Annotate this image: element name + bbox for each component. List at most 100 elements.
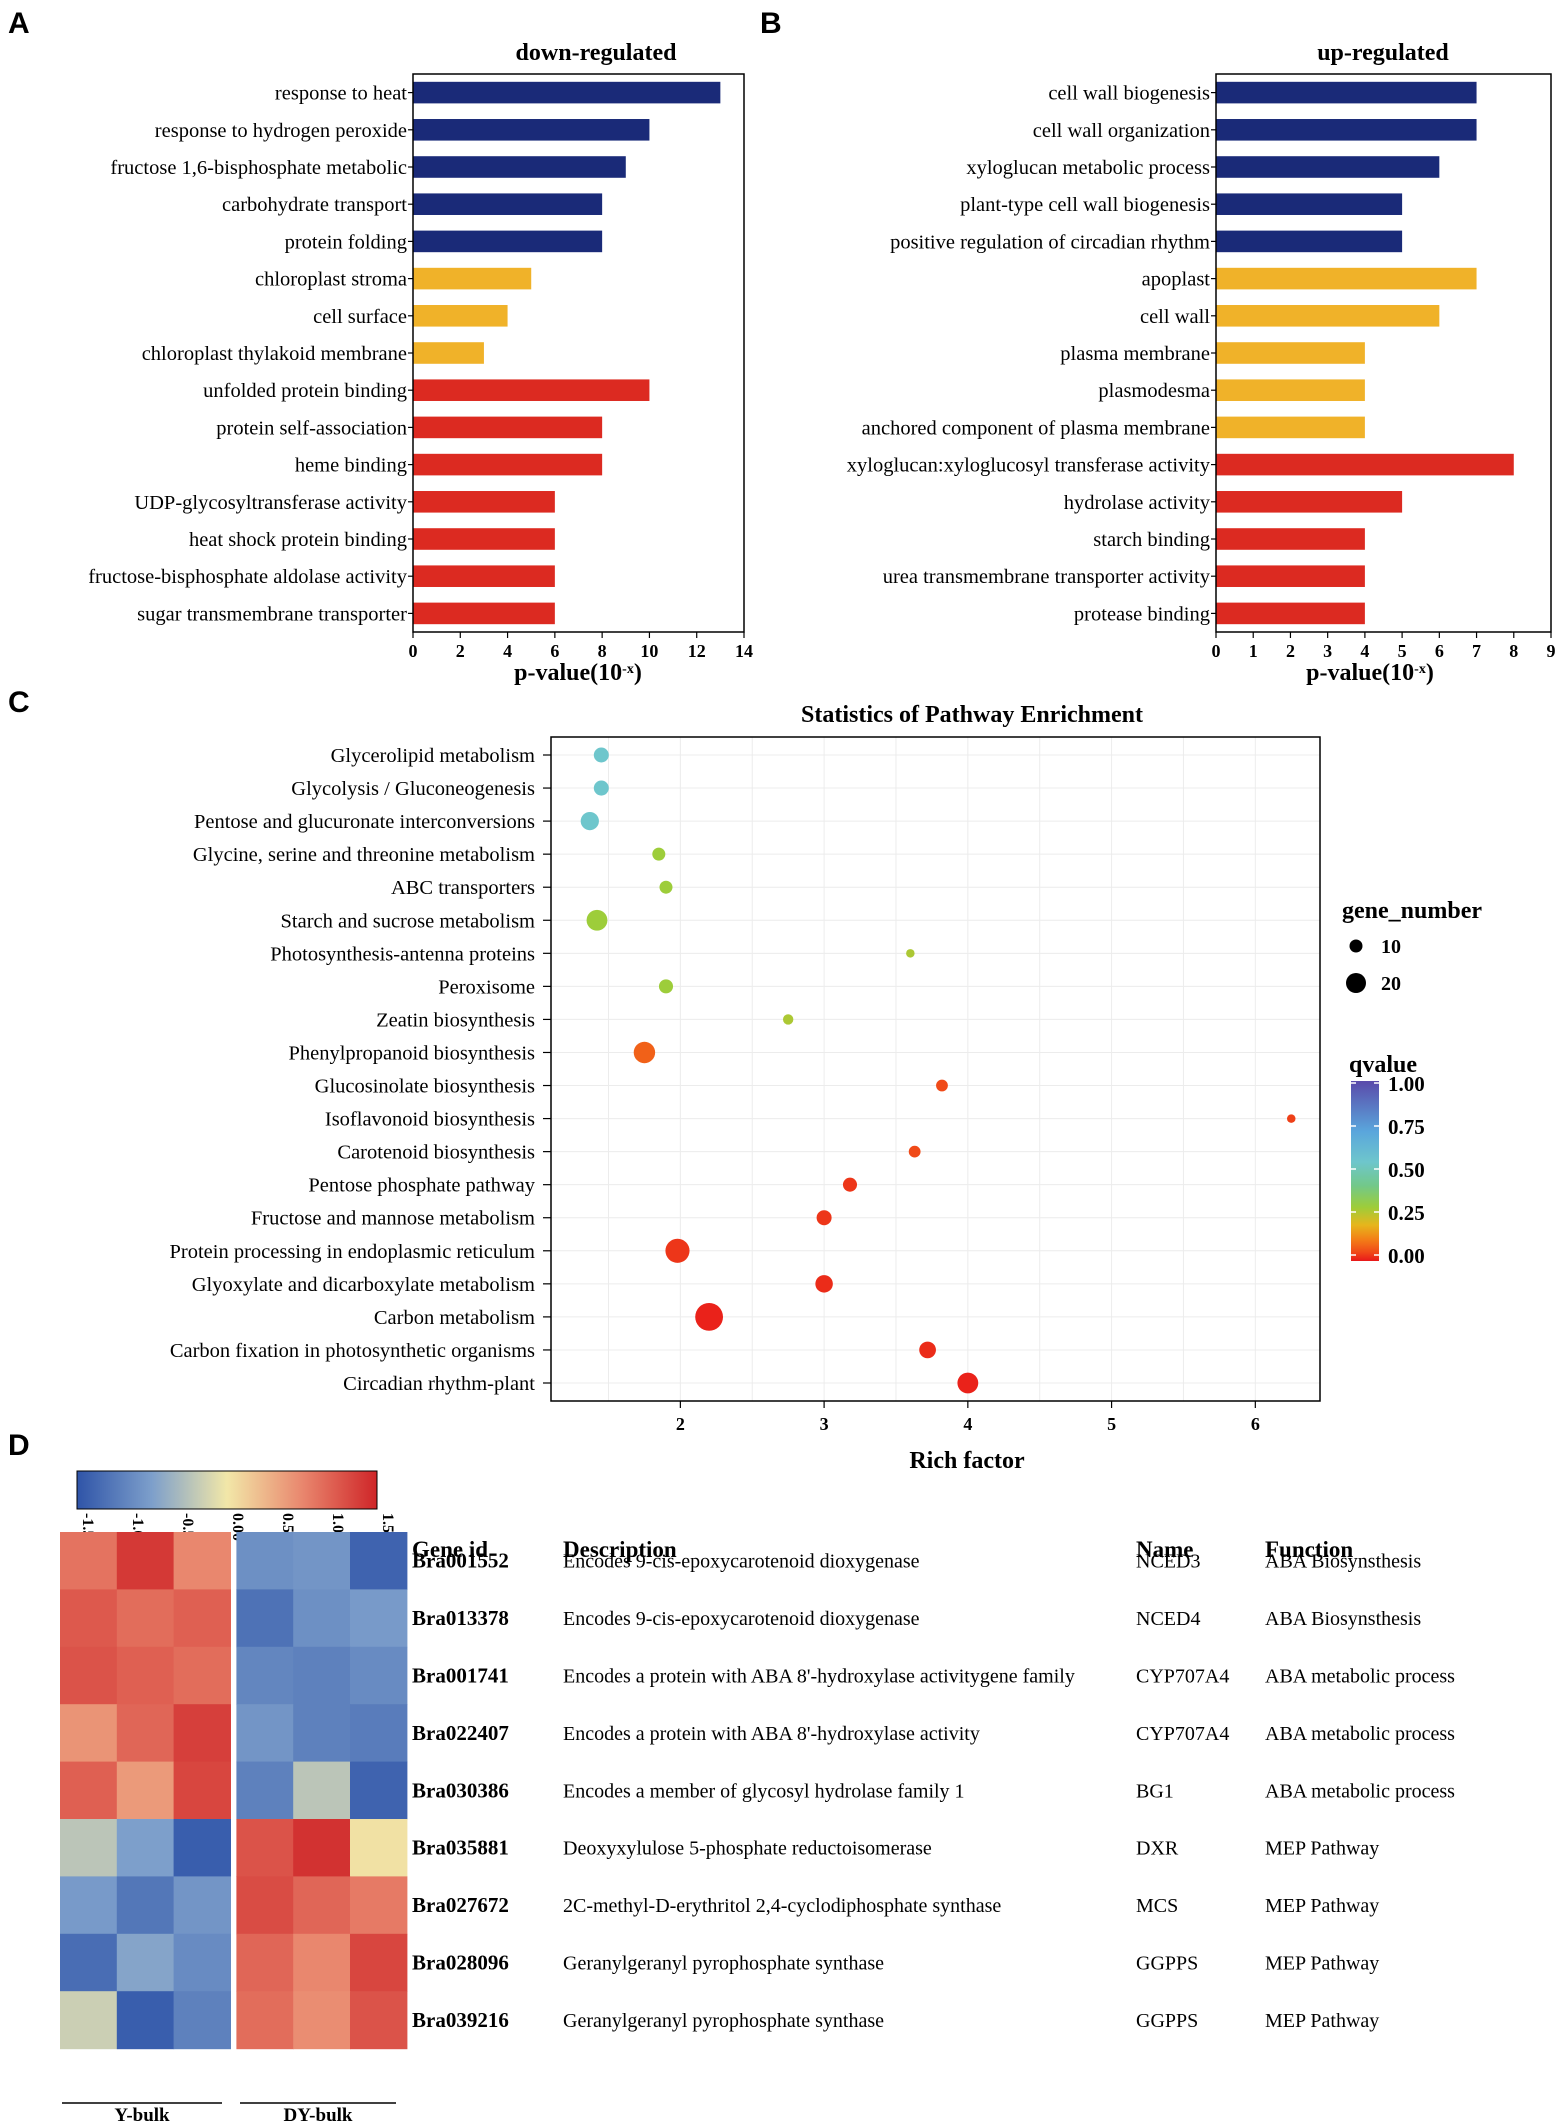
pathway-label-carotenoid-biosynthesis: Carotenoid biosynthesis xyxy=(337,1142,535,1164)
heatmap-cell xyxy=(236,1991,294,2050)
panel-a-label-protein-self-association: protein self-association xyxy=(216,417,407,439)
panel-b-xtick-label-9: 9 xyxy=(1547,641,1556,661)
panel-a-label-carbohydrate-transport: carbohydrate transport xyxy=(222,194,407,216)
qvalue-legend-title: qvalue xyxy=(1349,1052,1417,1078)
panel-b-bar-protease-binding xyxy=(1216,602,1365,625)
gene-function: MEP Pathway xyxy=(1265,1838,1379,1860)
pathway-label-carbon-metabolism: Carbon metabolism xyxy=(374,1307,535,1329)
gene-function: MEP Pathway xyxy=(1265,1953,1379,1975)
panel-a-label-fructose-1-6-bisphosphate-metabolic: fructose 1,6-bisphosphate metabolic xyxy=(110,157,407,179)
bubble-carbon-metabolism xyxy=(695,1302,724,1331)
panel-b-xlabel: p-value(10-x) xyxy=(1306,660,1434,686)
heatmap-cell xyxy=(350,1646,408,1705)
panel-a-bar-heat-shock-protein-binding xyxy=(413,528,555,550)
panel-a-label-response-to-heat: response to heat xyxy=(275,83,407,105)
panel-b-xtick-label-8: 8 xyxy=(1509,641,1518,661)
heatmap-cell xyxy=(173,1991,231,2050)
bubble-isoflavonoid-biosynthesis xyxy=(1287,1114,1296,1123)
heatmap-cell xyxy=(60,1991,118,2050)
y-bulk-label: Y-bulk xyxy=(114,2105,170,2121)
panel-a-bar-cell-surface xyxy=(413,305,508,327)
panel-c-xtick-label-6: 6 xyxy=(1251,1414,1260,1434)
panel-b-title: up-regulated xyxy=(1317,40,1449,66)
heatmap-cell xyxy=(173,1589,231,1648)
panel-c-frame xyxy=(550,736,1321,1402)
size-legend-title: gene_number xyxy=(1342,898,1482,924)
panel-b-bar-plant-type-cell-wall-biogenesis xyxy=(1216,193,1403,215)
heatmap-cell xyxy=(60,1704,118,1763)
gene-name: GGPPS xyxy=(1136,1953,1198,1975)
qvalue-tick-label-1: 0.75 xyxy=(1388,1115,1425,1139)
panel-b-bar-xyloglucan-metabolic-process xyxy=(1216,156,1440,178)
gene-function: MEP Pathway xyxy=(1265,2010,1379,2032)
gene-description: Encodes a protein with ABA 8'-hydroxylas… xyxy=(563,1666,1075,1688)
panel-a-label-heat-shock-protein-binding: heat shock protein binding xyxy=(189,529,407,551)
heatmap-cell xyxy=(293,1761,351,1820)
table-row: Bra030386 Encodes a member of glycosyl hy… xyxy=(412,1778,1455,1802)
table-row: Bra028096 Geranylgeranyl pyrophosphate sy… xyxy=(412,1951,1379,1975)
heatmap-cell xyxy=(293,1991,351,2050)
table-row: Bra039216 Geranylgeranyl pyrophosphate sy… xyxy=(412,2008,1379,2032)
pathway-label-glycerolipid-metabolism: Glycerolipid metabolism xyxy=(331,745,535,767)
table-header-description: Description xyxy=(563,1537,677,1562)
panel-a-xtick-label-2: 2 xyxy=(456,641,465,661)
panel-a-label-protein-folding: protein folding xyxy=(285,231,407,253)
gene-name: NCED3 xyxy=(1136,1551,1200,1573)
pathway-label-isoflavonoid-biosynthesis: Isoflavonoid biosynthesis xyxy=(325,1109,535,1131)
heatmap-cell xyxy=(116,1704,175,1763)
panel-b-label-plasmodesma: plasmodesma xyxy=(1098,380,1210,402)
panel-a-bar-chloroplast-stroma xyxy=(413,267,532,290)
panel-b-xtick-label-6: 6 xyxy=(1435,641,1444,661)
heatmap-cell xyxy=(350,1532,408,1590)
panel-c-xtick-label-2: 2 xyxy=(676,1414,685,1434)
panel-c-plot-bg xyxy=(551,737,1320,1401)
panel-c-xtick-label-3: 3 xyxy=(820,1414,829,1434)
gene-function: MEP Pathway xyxy=(1265,1895,1379,1917)
panel-a-label-response-to-hydrogen-peroxide: response to hydrogen peroxide xyxy=(155,120,407,142)
panel-letter-d: D xyxy=(8,1429,30,1462)
gene-id: Bra039216 xyxy=(412,2008,509,2032)
qvalue-tick-label-0: 1.00 xyxy=(1388,1072,1425,1096)
panel-a-label-unfolded-protein-binding: unfolded protein binding xyxy=(203,380,407,402)
pathway-label-phenylpropanoid-biosynthesis: Phenylpropanoid biosynthesis xyxy=(288,1042,535,1064)
bubble-fructose-and-mannose-metabolism xyxy=(816,1210,832,1226)
gene-name: CYP707A4 xyxy=(1136,1666,1229,1688)
gene-description: Encodes 9-cis-epoxycarotenoid dioxygenas… xyxy=(563,1608,920,1630)
heatmap-cell xyxy=(173,1819,231,1877)
panel-d-heatmap-table: -1.50 -1.00 -0.50 0.00 0.50 1.00 1.50 Y-bulk D… xyxy=(60,1470,1455,2121)
size-legend-dot-10 xyxy=(1349,939,1363,953)
panel-b-bar-starch-binding xyxy=(1216,528,1365,550)
gene-id: Bra035881 xyxy=(412,1836,509,1860)
panel-b-label-hydrolase-activity: hydrolase activity xyxy=(1064,492,1211,514)
gene-name: CYP707A4 xyxy=(1136,1723,1229,1745)
gene-description: Encodes 9-cis-epoxycarotenoid dioxygenas… xyxy=(563,1551,920,1573)
bubble-glycine-serine-and-threonine-metabolism xyxy=(652,847,666,861)
panel-a-label-fructose-bisphosphate-aldolase-activity: fructose-bisphosphate aldolase activity xyxy=(88,566,408,588)
gene-name: BG1 xyxy=(1136,1780,1174,1802)
bubble-abc-transporters xyxy=(659,880,673,894)
heatmap-cell xyxy=(293,1532,351,1590)
heatmap-cell xyxy=(236,1532,294,1590)
gene-name: DXR xyxy=(1136,1838,1179,1860)
heatmap-cell xyxy=(173,1761,231,1820)
pathway-label-pentose-and-glucuronate-interconversions: Pentose and glucuronate interconversions xyxy=(194,811,535,833)
table-header-name: Name xyxy=(1136,1537,1193,1562)
heatmap-scale-bar xyxy=(76,1470,378,1510)
panel-a-xtick-label-0: 0 xyxy=(409,641,418,661)
panel-a-label-cell-surface: cell surface xyxy=(313,306,407,328)
heatmap-cell xyxy=(350,1819,408,1877)
size-legend-dot-20 xyxy=(1346,973,1366,993)
panel-a-xtick-label-14: 14 xyxy=(735,641,753,661)
table-header-gene-id: Gene id xyxy=(412,1537,488,1562)
bubble-protein-processing-in-endoplasmic-reticulum xyxy=(665,1238,690,1263)
dy-bulk-label: DY-bulk xyxy=(283,2105,352,2121)
panel-b-xtick-label-4: 4 xyxy=(1360,641,1369,661)
gene-description: Geranylgeranyl pyrophosphate synthase xyxy=(563,2010,884,2032)
panel-b-bar-anchored-component-of-plasma-membrane xyxy=(1216,416,1365,439)
gene-description: Geranylgeranyl pyrophosphate synthase xyxy=(563,1953,884,1975)
bubble-starch-and-sucrose-metabolism xyxy=(586,909,608,931)
pathway-label-carbon-fixation-in-photosynthetic-organisms: Carbon fixation in photosynthetic organi… xyxy=(170,1340,535,1362)
panel-b-label-apoplast: apoplast xyxy=(1142,269,1211,291)
panel-b-label-xyloglucan-xyloglucosyl-transferase-activity: xyloglucan:xyloglucosyl transferase acti… xyxy=(847,455,1211,477)
panel-a-bar-response-to-hydrogen-peroxide xyxy=(413,119,650,141)
